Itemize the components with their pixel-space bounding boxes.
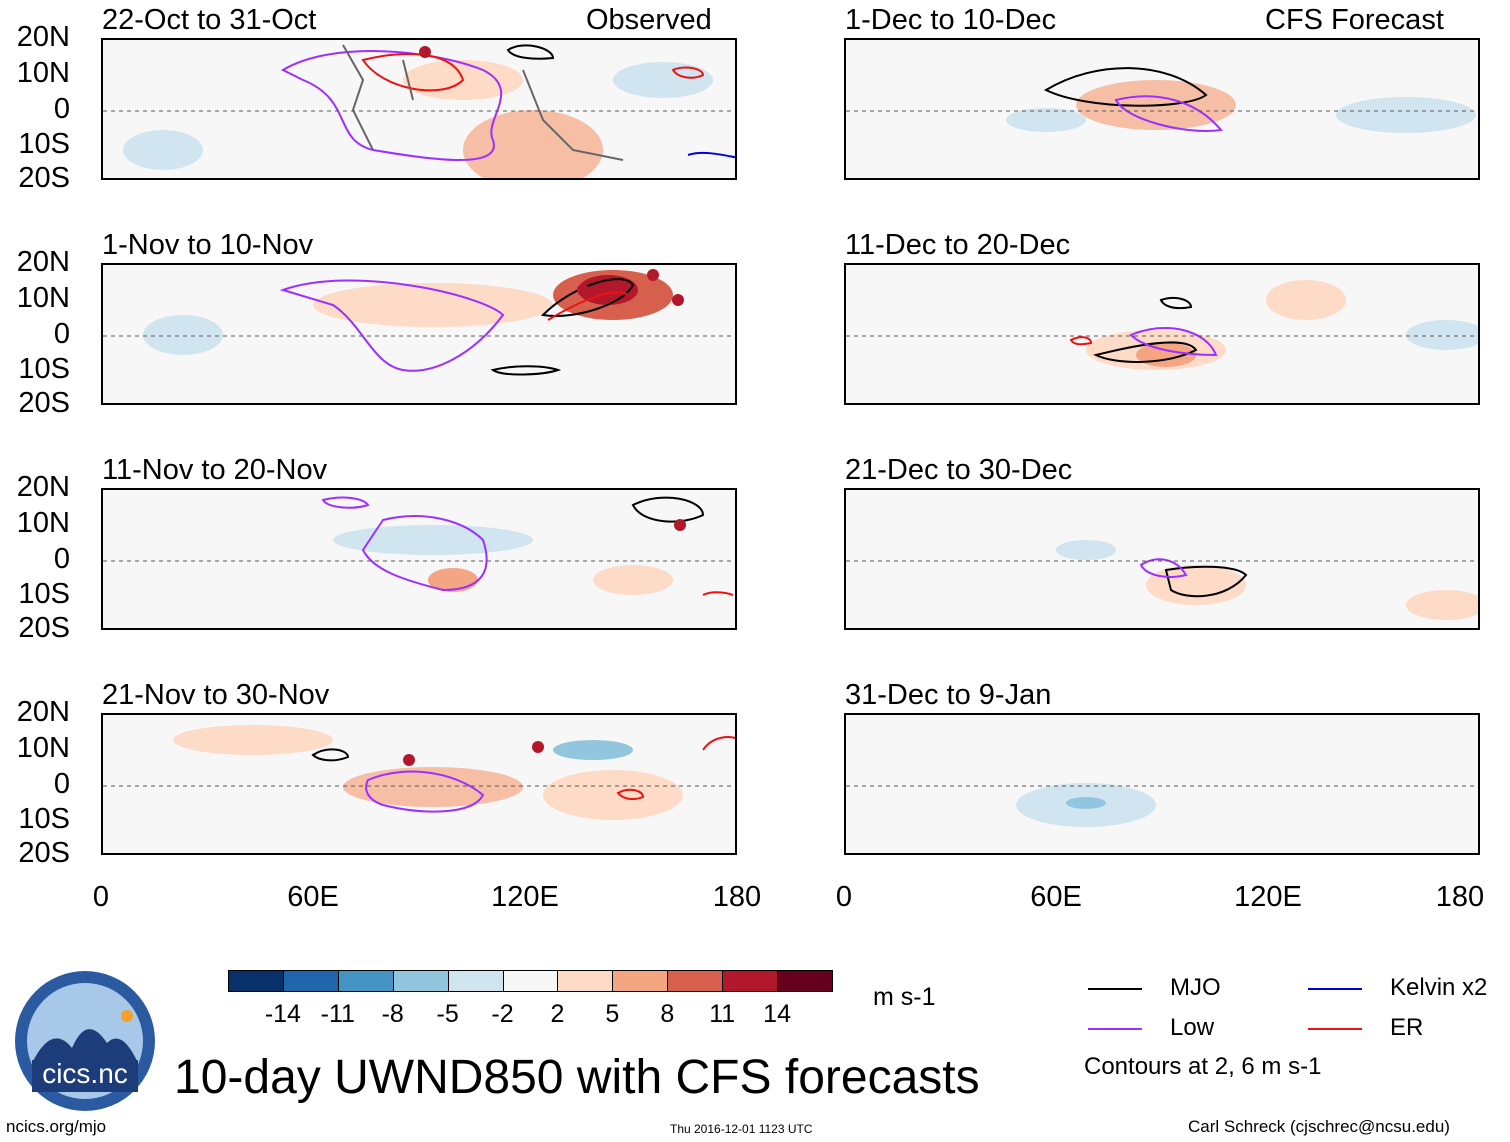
storm-marker-icon: [532, 741, 544, 753]
panel-title: 21-Nov to 30-Nov: [102, 679, 330, 711]
panel-title: 31-Dec to 9-Jan: [845, 679, 1052, 711]
colorbar: -14 -11 -8 -5 -2 2 5 8 11 14: [228, 970, 833, 1028]
map-panel-6: [844, 263, 1480, 405]
lon-label: 120E: [491, 881, 559, 913]
lat-label: 10N: [16, 732, 70, 764]
map-panel-8-plot: [846, 783, 1478, 827]
colorbar-swatch: [447, 970, 504, 992]
colorbar-tick-label: 2: [550, 1000, 565, 1028]
lat-label: 20N: [16, 21, 70, 53]
storm-marker-icon: [577, 284, 589, 296]
map-panel-1-plot: [103, 44, 735, 178]
lon-label: 0: [835, 881, 853, 913]
lat-label: 0: [53, 93, 70, 125]
colorbar-tick-label: -5: [436, 1000, 459, 1028]
legend-er-line: [1308, 1028, 1362, 1030]
main-title: 10-day UWND850 with CFS forecasts: [174, 1051, 980, 1104]
panel-title: 11-Nov to 20-Nov: [102, 454, 328, 486]
colorbar-swatch: [282, 970, 339, 992]
panel-tag-observed: Observed: [586, 4, 712, 36]
legend-low-label: Low: [1170, 1014, 1215, 1041]
colorbar-swatch: [667, 970, 724, 992]
map-panel-4-plot: [103, 725, 735, 820]
colorbar-tick-label: 8: [660, 1000, 675, 1028]
colorbar-tick-label: -2: [491, 1000, 514, 1028]
lon-label: 60E: [1030, 881, 1082, 913]
lat-label: 10N: [16, 507, 70, 539]
map-panel-5-plot: [846, 67, 1478, 133]
colorbar-tick-label: 5: [605, 1000, 620, 1028]
map-panel-3-plot: [103, 496, 735, 596]
colorbar-swatch: [612, 970, 669, 992]
map-panel-2: [101, 263, 737, 405]
lon-label: 0: [92, 881, 110, 913]
legend-mjo-label: MJO: [1170, 974, 1221, 1001]
lat-label: 10S: [18, 128, 70, 160]
panel-title: 11-Dec to 20-Dec: [845, 229, 1071, 261]
colorbar-tick-label: -11: [320, 1000, 355, 1028]
legend-low-line: [1088, 1028, 1142, 1030]
colorbar-tick-label: -8: [381, 1000, 404, 1028]
colorbar-tick-label: 14: [763, 1000, 791, 1028]
lat-label: 10S: [18, 578, 70, 610]
panel-title: 1-Nov to 10-Nov: [102, 229, 314, 261]
storm-marker-icon: [672, 294, 684, 306]
map-panel-6-plot: [846, 280, 1478, 370]
colorbar-units: m s-1: [873, 983, 936, 1011]
colorbar-swatch: [502, 970, 559, 992]
map-panel-7-plot: [846, 540, 1478, 620]
footer-url[interactable]: ncics.org/mjo: [6, 1117, 107, 1136]
lat-label: 20S: [18, 387, 70, 419]
map-panel-5: [844, 38, 1480, 180]
lon-label: 120E: [1234, 881, 1302, 913]
map-panel-1: [101, 38, 737, 180]
lat-label: 10S: [18, 353, 70, 385]
colorbar-swatch: [392, 970, 449, 992]
lat-label: 20S: [18, 612, 70, 644]
map-panel-2-plot: [103, 269, 735, 376]
lat-label: 0: [53, 543, 70, 575]
colorbar-swatch: [228, 970, 284, 992]
lat-label: 20N: [16, 696, 70, 728]
map-panel-4: [101, 713, 737, 855]
colorbar-tick-label: -14: [264, 1000, 301, 1028]
lat-label: 0: [53, 318, 70, 350]
panel-title: 21-Dec to 30-Dec: [845, 454, 1073, 486]
legend-mjo-line: [1088, 988, 1142, 990]
lon-label: 180: [712, 881, 762, 913]
panel-title: 22-Oct to 31-Oct: [102, 4, 317, 36]
storm-marker-icon: [403, 754, 415, 766]
legend-er-label: ER: [1390, 1014, 1424, 1041]
storm-marker-icon: [647, 269, 659, 281]
map-panel-3: [101, 488, 737, 630]
lat-label: 10S: [18, 803, 70, 835]
legend-note: Contours at 2, 6 m s-1: [1084, 1053, 1322, 1080]
legend-kelvin-line: [1308, 988, 1362, 990]
panel-title: 1-Dec to 10-Dec: [845, 4, 1057, 36]
logo-text: cics.nc: [42, 1058, 128, 1089]
lat-label: 20N: [16, 471, 70, 503]
colorbar-tick-label: 11: [709, 1000, 736, 1028]
map-panel-7: [844, 488, 1480, 630]
lat-label: 10N: [16, 57, 70, 89]
colorbar-swatch: [337, 970, 394, 992]
colorbar-swatch: [777, 970, 833, 992]
cics-logo: cics.nc: [12, 968, 158, 1114]
lat-label: 20N: [16, 246, 70, 278]
lat-label: 20S: [18, 162, 70, 194]
footer-credit: Carl Schreck (cjschrec@ncsu.edu): [1188, 1117, 1450, 1136]
colorbar-swatch: [722, 970, 779, 992]
footer-timestamp: Thu 2016-12-01 1123 UTC: [670, 1122, 813, 1136]
lat-label: 0: [53, 768, 70, 800]
lat-label: 10N: [16, 282, 70, 314]
storm-marker-icon: [674, 519, 686, 531]
legend-kelvin-label: Kelvin x2: [1390, 974, 1488, 1001]
storm-marker-icon: [419, 46, 431, 58]
lon-label: 60E: [287, 881, 339, 913]
map-panel-8: [844, 713, 1480, 855]
colorbar-swatch: [557, 970, 614, 992]
lon-label: 180: [1435, 881, 1485, 913]
lat-label: 20S: [18, 837, 70, 869]
panel-tag-forecast: CFS Forecast: [1265, 4, 1444, 36]
